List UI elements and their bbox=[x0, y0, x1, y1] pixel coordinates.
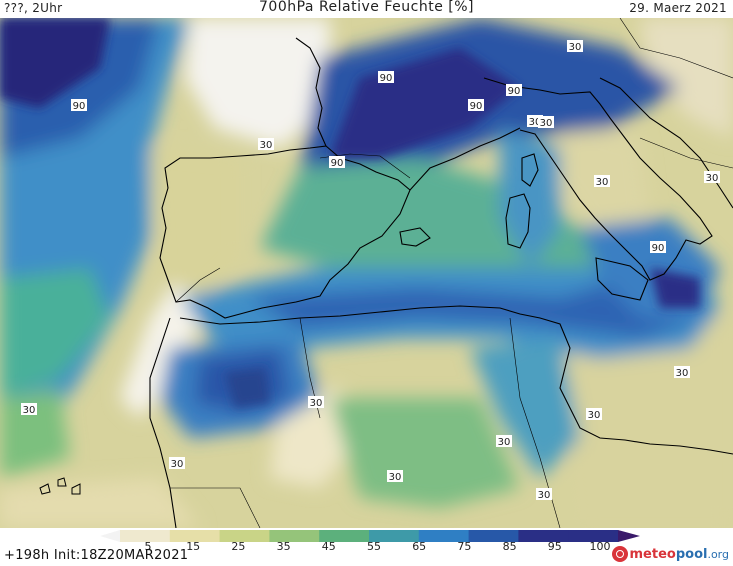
svg-text:30: 30 bbox=[529, 117, 542, 128]
corsica-coast bbox=[521, 153, 539, 187]
colorbar-tick-label: 15 bbox=[186, 540, 201, 553]
svg-text:30: 30 bbox=[569, 42, 582, 53]
svg-text:90: 90 bbox=[470, 101, 483, 112]
contour-label: 30 bbox=[387, 470, 403, 483]
adriatic-coast bbox=[599, 77, 733, 209]
svg-text:30: 30 bbox=[676, 368, 689, 379]
colorbar-segment bbox=[568, 530, 619, 542]
svg-text:30: 30 bbox=[310, 398, 323, 409]
footer-bar: 5 15 25 35 45 55 65 75 85 95 100 +198h Init:18Z20M… bbox=[0, 528, 733, 566]
colorbar-tick-label: 85 bbox=[502, 540, 517, 553]
valid-date: 29. Maerz 2021 bbox=[629, 1, 727, 15]
colorbar-segment bbox=[319, 530, 370, 542]
colorbar-segment bbox=[518, 530, 569, 542]
svg-text:30: 30 bbox=[171, 459, 184, 470]
contour-label: 30 bbox=[308, 396, 324, 409]
svg-text:30: 30 bbox=[538, 490, 551, 501]
colorbar-high-arrow bbox=[618, 530, 640, 542]
border-balkans bbox=[639, 137, 733, 169]
contour-label: 30 bbox=[169, 457, 185, 470]
brand-part-b: pool bbox=[675, 546, 708, 562]
svg-text:90: 90 bbox=[73, 101, 86, 112]
colorbar-tick-label: 65 bbox=[412, 540, 427, 553]
contour-label: 30 bbox=[496, 435, 512, 448]
contour-label: 90 bbox=[506, 84, 522, 97]
colorbar-low-arrow bbox=[100, 530, 120, 542]
colorbar-tick-label: 35 bbox=[276, 540, 291, 553]
contour-label: 90 bbox=[468, 99, 484, 112]
svg-text:30: 30 bbox=[706, 173, 719, 184]
colorbar-segment bbox=[120, 530, 171, 542]
contour-label: 90 bbox=[329, 156, 345, 169]
borders bbox=[170, 18, 733, 528]
north-africa-coast bbox=[179, 305, 733, 455]
pin-icon bbox=[611, 546, 628, 562]
svg-text:30: 30 bbox=[588, 410, 601, 421]
colorbar-segment bbox=[468, 530, 519, 542]
contour-label: 30 bbox=[704, 171, 720, 184]
contour-label: 30 bbox=[21, 403, 37, 416]
coastlines bbox=[149, 37, 733, 528]
colorbar-tick-label: 45 bbox=[321, 540, 336, 553]
brand-logo[interactable]: meteo pool .org bbox=[611, 546, 729, 562]
contour-label: 30 bbox=[674, 366, 690, 379]
humidity-map: 90 90 90 90 90 90 30 30 30 30 30 30 30 3… bbox=[0, 18, 733, 528]
contour-label: 30 bbox=[567, 40, 583, 53]
colorbar-segment bbox=[269, 530, 320, 542]
colorbar-tick-label: 5 bbox=[144, 540, 152, 553]
svg-text:30: 30 bbox=[389, 472, 402, 483]
border-spain-portugal bbox=[175, 267, 221, 303]
mallorca-coast bbox=[399, 227, 431, 247]
sicily-coast bbox=[595, 257, 649, 301]
svg-text:90: 90 bbox=[331, 158, 344, 169]
forecast-time-label: ???, 2Uhr bbox=[4, 1, 63, 15]
contour-labels: 90 90 90 90 90 90 30 30 30 30 30 30 30 3… bbox=[21, 40, 720, 501]
contour-label: 90 bbox=[378, 71, 394, 84]
iberia-coast bbox=[159, 37, 411, 319]
colorbar-segment bbox=[369, 530, 420, 542]
colorbar-segment bbox=[418, 530, 470, 542]
svg-text:30: 30 bbox=[540, 118, 553, 129]
colorbar-segment bbox=[219, 530, 270, 542]
italy-coast bbox=[483, 77, 713, 281]
colorbar-tick-label: 75 bbox=[457, 540, 472, 553]
gulf-of-lion-coast bbox=[409, 127, 521, 191]
colorbar-segments bbox=[120, 530, 619, 542]
humidity-peaks bbox=[0, 18, 700, 408]
colorbar-tick-label: 100 bbox=[589, 540, 611, 553]
colorbar-tick-label: 55 bbox=[367, 540, 381, 553]
colorbar bbox=[100, 530, 640, 542]
svg-text:90: 90 bbox=[652, 243, 665, 254]
colorbar-tick-label: 95 bbox=[547, 540, 562, 553]
contour-label: 30 bbox=[258, 138, 274, 151]
sardinia-coast bbox=[505, 193, 531, 249]
svg-text:30: 30 bbox=[23, 405, 36, 416]
svg-text:90: 90 bbox=[380, 73, 393, 84]
brand-part-c: .org bbox=[707, 547, 729, 561]
colorbar-segment bbox=[169, 530, 221, 542]
contour-label: 30 bbox=[538, 116, 554, 129]
map-canvas: 90 90 90 90 90 90 30 30 30 30 30 30 30 3… bbox=[0, 18, 733, 528]
svg-text:30: 30 bbox=[260, 140, 273, 151]
brand-part-a: meteo bbox=[629, 546, 676, 562]
border-western-sahara bbox=[170, 487, 261, 528]
map-title: 700hPa Relative Feuchte [%] bbox=[259, 0, 474, 15]
svg-text:30: 30 bbox=[498, 437, 511, 448]
svg-text:90: 90 bbox=[508, 86, 521, 97]
contour-label: 90 bbox=[71, 99, 87, 112]
run-info: +198h Init:18Z20MAR2021 bbox=[4, 548, 189, 563]
colorbar-tick-label: 25 bbox=[231, 540, 246, 553]
svg-text:30: 30 bbox=[596, 177, 609, 188]
canary-islands bbox=[39, 477, 81, 495]
contour-label: 30 bbox=[594, 175, 610, 188]
contour-label: 30 bbox=[586, 408, 602, 421]
border-alpine bbox=[619, 18, 733, 79]
header-bar: ???, 2Uhr 700hPa Relative Feuchte [%] 29… bbox=[0, 0, 733, 18]
contour-label: 30 bbox=[536, 488, 552, 501]
contour-label: 90 bbox=[650, 241, 666, 254]
